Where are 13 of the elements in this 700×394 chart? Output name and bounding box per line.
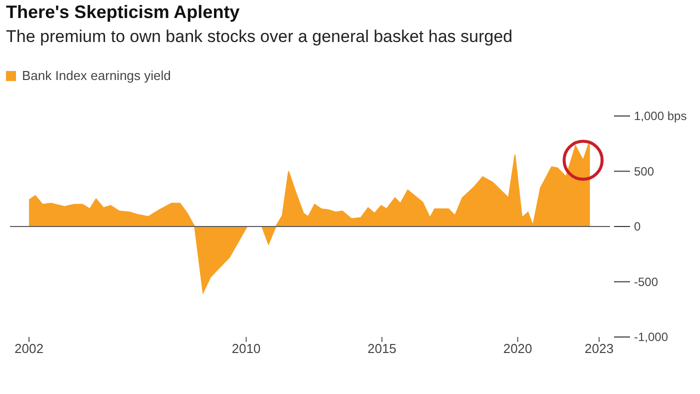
x-tick-label: 2023 xyxy=(584,341,614,356)
y-tick-label: 1,000 bps xyxy=(634,109,687,124)
y-tick-label: 500 xyxy=(634,164,654,178)
chart-title: There's Skepticism Aplenty xyxy=(6,2,240,23)
chart-subtitle: The premium to own bank stocks over a general basket has surged xyxy=(6,27,512,47)
legend-label: Bank Index earnings yield xyxy=(21,68,171,83)
y-tick-label: -1,000 xyxy=(634,330,668,344)
x-tick-label: 2020 xyxy=(503,341,532,356)
x-tick-label: 2002 xyxy=(14,341,44,356)
y-tick-label: 0 xyxy=(634,220,641,234)
x-tick-label: 2015 xyxy=(367,341,396,356)
y-tick-label: -500 xyxy=(634,274,658,289)
x-tick-label: 2010 xyxy=(232,341,261,356)
